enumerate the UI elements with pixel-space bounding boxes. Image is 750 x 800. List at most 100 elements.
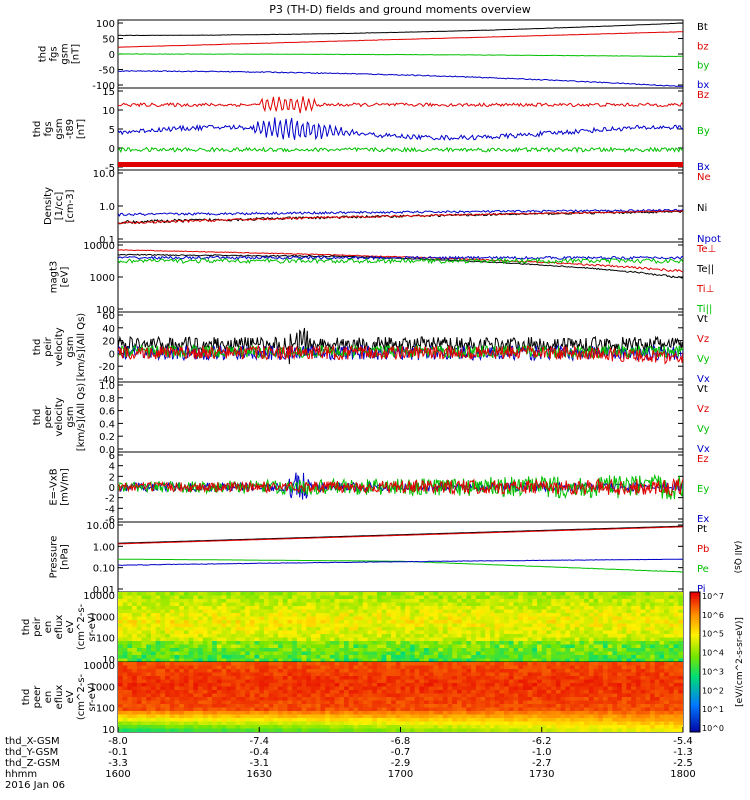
spectrogram-cell	[621, 634, 628, 639]
spectrogram-cell	[268, 613, 274, 618]
spectrogram-cell	[193, 630, 199, 635]
spectrogram-cell	[546, 686, 552, 691]
spectrogram-cell	[678, 602, 683, 607]
spectrogram-cell	[400, 616, 406, 621]
spectrogram-cell	[584, 683, 590, 688]
spectrogram-cell	[452, 634, 458, 639]
spectrogram-cell	[334, 676, 340, 681]
spectrogram-cell	[315, 721, 322, 726]
spectrogram-cell	[301, 651, 307, 656]
spectrogram-cell	[537, 704, 543, 709]
spectrogram-cell	[518, 641, 524, 646]
spectrogram-cell	[391, 595, 397, 600]
spectrogram-cell	[466, 714, 472, 719]
spectrogram-cell	[409, 700, 416, 705]
spectrogram-cell	[438, 655, 444, 660]
spectrogram-cell	[235, 672, 242, 677]
spectrogram-cell	[527, 592, 533, 597]
spectrogram-cell	[221, 718, 227, 723]
spectrogram-cell	[508, 623, 515, 628]
spectrogram-cell	[165, 609, 171, 614]
spectrogram-cell	[301, 602, 307, 607]
spectrogram-cell	[226, 648, 232, 653]
spectrogram-cell	[442, 599, 449, 604]
spectrogram-cell	[122, 658, 129, 662]
spectrogram-cell	[367, 637, 373, 642]
spectrogram-cell	[452, 602, 458, 607]
spectrogram-cell	[414, 718, 420, 723]
spectrogram-cell	[287, 644, 293, 649]
spectrogram-cell	[344, 665, 350, 670]
spectrogram-cell	[673, 616, 679, 621]
spectrogram-cell	[428, 683, 435, 688]
spectrogram-cell	[339, 711, 345, 716]
spectrogram-cell	[442, 658, 449, 662]
spectrogram-cell	[650, 725, 656, 730]
spectrogram-cell	[631, 665, 637, 670]
spectrogram-cell	[268, 725, 274, 730]
spectrogram-cell	[508, 669, 515, 674]
spectrogram-cell	[612, 714, 618, 719]
spectrogram-cell	[287, 718, 293, 723]
spectrogram-cell	[650, 707, 656, 712]
spectrogram-cell	[193, 648, 199, 653]
spectrogram-cell	[198, 592, 204, 597]
spectrogram-cell	[602, 725, 609, 730]
spectrogram-cell	[212, 725, 218, 730]
spectrogram-cell	[278, 658, 284, 662]
spectrogram-cell	[419, 711, 425, 716]
spectrogram-cell	[150, 623, 157, 628]
spectrogram-cell	[598, 665, 604, 670]
spectrogram-cell	[132, 623, 138, 628]
spectrogram-cell	[541, 662, 548, 667]
spectrogram-cell	[631, 679, 637, 684]
spectrogram-cell	[169, 609, 176, 614]
spectrogram-cell	[504, 665, 510, 670]
spectrogram-cell	[480, 683, 486, 688]
spectrogram-cell	[664, 620, 670, 625]
spectrogram-cell	[311, 651, 317, 656]
spectrogram-cell	[659, 641, 665, 646]
spectrogram-cell	[273, 599, 279, 604]
spectrogram-cell	[395, 725, 402, 730]
spectrogram-cell	[485, 697, 491, 702]
spectrogram-cell	[165, 592, 171, 597]
spectrogram-cell	[353, 676, 359, 681]
spectrogram-cell	[216, 606, 223, 611]
spectrogram-cell	[235, 693, 242, 698]
spectrogram-cell	[485, 606, 491, 611]
spectrogram-cell	[353, 672, 359, 677]
spectrogram-cell	[165, 648, 171, 653]
spectrogram-cell	[325, 641, 331, 646]
spectrogram-cell	[645, 616, 651, 621]
spectrogram-cell	[433, 728, 439, 732]
spectrogram-cell	[278, 665, 284, 670]
spectrogram-cell	[155, 606, 161, 611]
spectrogram-cell	[654, 704, 661, 709]
spectrogram-cell	[367, 676, 373, 681]
spectrogram-cell	[132, 595, 138, 600]
spectrogram-cell	[673, 599, 679, 604]
spectrogram-cell	[367, 697, 373, 702]
spectrogram-cell	[635, 676, 642, 681]
spectrogram-cell	[193, 644, 199, 649]
spectrogram-cell	[494, 686, 500, 691]
spectrogram-cell	[471, 634, 477, 639]
spectrogram-cell	[602, 655, 609, 660]
spectrogram-cell	[461, 662, 468, 667]
spectrogram-cell	[367, 679, 373, 684]
spectrogram-cell	[325, 669, 331, 674]
spectrogram-cell	[165, 679, 171, 684]
spectrogram-cell	[273, 609, 279, 614]
spectrogram-cell	[268, 711, 274, 716]
spectrogram-cell	[221, 630, 227, 635]
spectrogram-cell	[508, 634, 515, 639]
spectrogram-cell	[245, 683, 251, 688]
spectrogram-cell	[301, 693, 307, 698]
spectrogram-cell	[268, 630, 274, 635]
spectrogram-cell	[570, 679, 576, 684]
spectrogram-cell	[155, 693, 161, 698]
spectrogram-cell	[263, 704, 270, 709]
spectrogram-cell	[216, 690, 223, 695]
spectrogram-cell	[315, 641, 322, 646]
